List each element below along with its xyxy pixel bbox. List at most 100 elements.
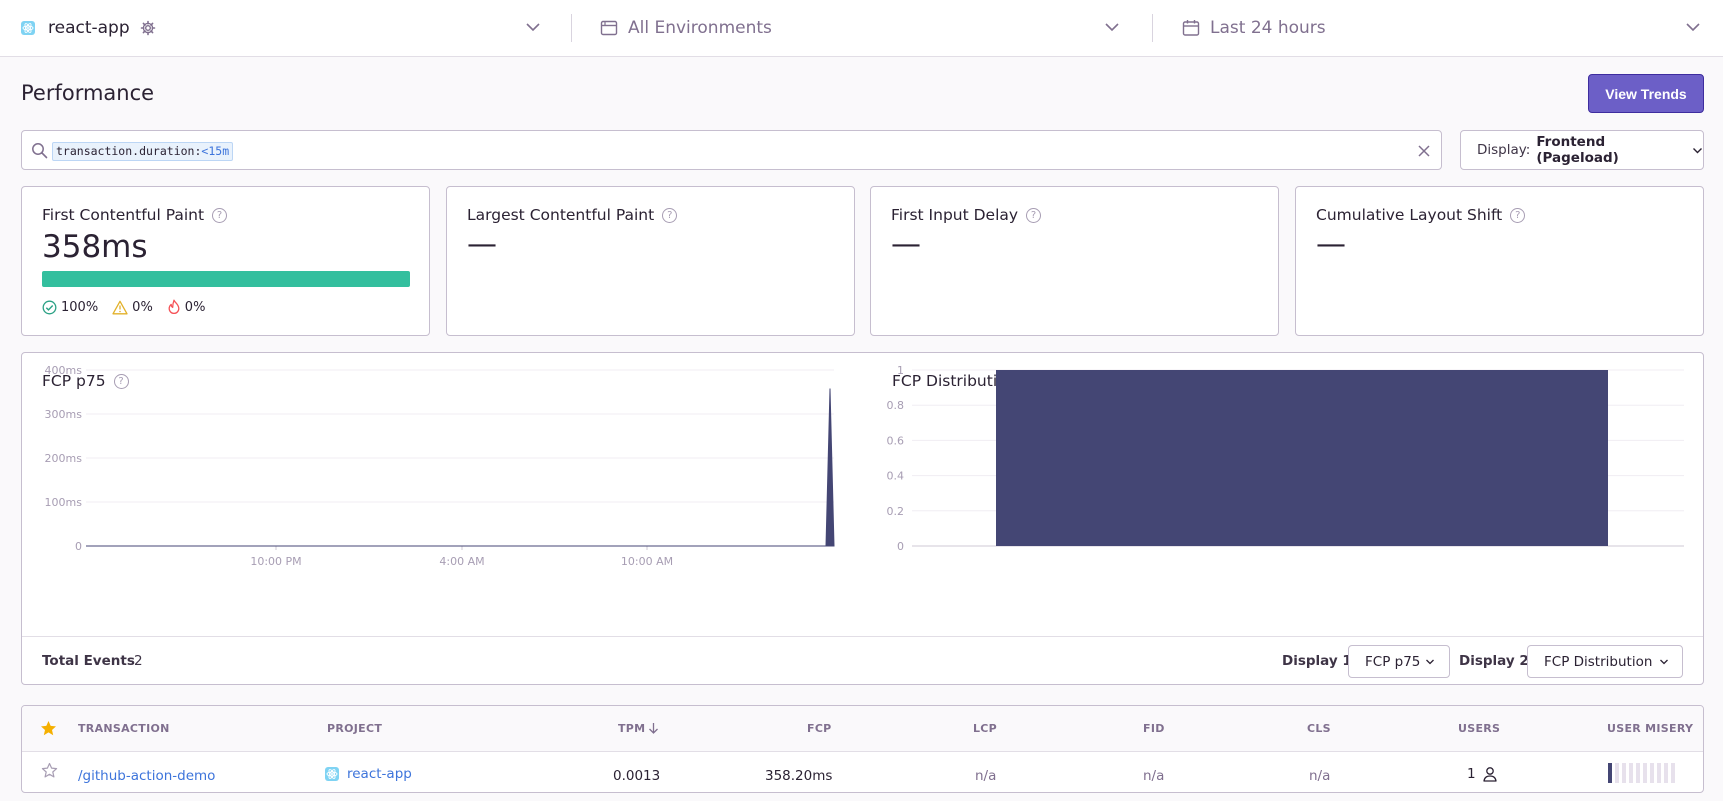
- help-icon[interactable]: ?: [1510, 207, 1526, 223]
- divider: [571, 14, 572, 42]
- y-tick-label: 400ms: [45, 364, 83, 377]
- column-header-fid[interactable]: FID: [1143, 722, 1165, 735]
- help-icon[interactable]: ?: [113, 373, 129, 389]
- users-value: 1: [1467, 766, 1476, 782]
- vital-card-fid[interactable]: First Input Delay? —: [870, 186, 1279, 336]
- display2-value: FCP Distribution: [1544, 653, 1653, 670]
- x-tick-label: 10:00 AM: [621, 555, 673, 568]
- display-dropdown-prefix: Display:: [1477, 142, 1531, 158]
- y-tick-label: 0: [897, 540, 904, 553]
- user-misery-bar: [1608, 763, 1678, 783]
- display1-label: Display 1: [1282, 653, 1352, 669]
- column-header-transaction[interactable]: TRANSACTION: [78, 722, 170, 735]
- display2-select[interactable]: FCP Distribution: [1527, 645, 1683, 678]
- vital-card-value: —: [891, 227, 921, 262]
- vital-card-title: First Input Delay?: [891, 206, 1042, 224]
- total-events-value: 2: [134, 653, 143, 669]
- project-name: react-app: [48, 18, 130, 38]
- legend-meh: 0%: [112, 300, 153, 315]
- vital-card-value: —: [1316, 227, 1346, 262]
- table-header: TRANSACTION PROJECT TPM FCP LCP FID CLS …: [22, 706, 1703, 752]
- display-dropdown[interactable]: Display: Frontend (Pageload): [1460, 130, 1704, 170]
- search-token[interactable]: transaction.duration:<15m: [52, 142, 234, 161]
- warning-icon: [112, 300, 128, 314]
- help-icon[interactable]: ?: [1026, 207, 1042, 223]
- column-header-tpm[interactable]: TPM: [618, 722, 659, 735]
- transaction-link[interactable]: /github-action-demo: [78, 768, 216, 784]
- display-dropdown-value: Frontend (Pageload): [1536, 134, 1619, 166]
- chart-title: FCP p75?: [42, 372, 129, 390]
- user-misery-segment: [1650, 763, 1654, 783]
- chevron-down-icon: [1104, 19, 1120, 39]
- search-icon: [31, 142, 48, 163]
- column-header-fcp[interactable]: FCP: [807, 722, 832, 735]
- search-token-key: transaction.duration:: [56, 144, 202, 158]
- display2-label: Display 2: [1459, 653, 1529, 669]
- close-icon[interactable]: [1417, 143, 1431, 162]
- vital-card-cls[interactable]: Cumulative Layout Shift? —: [1295, 186, 1704, 336]
- time-range-label: Last 24 hours: [1210, 18, 1326, 38]
- fcp-p75-series: [86, 388, 835, 547]
- display1-value: FCP p75: [1365, 653, 1421, 670]
- total-events-label: Total Events: [42, 653, 135, 669]
- legend-poor: 0%: [167, 299, 205, 315]
- arrow-down-icon: [649, 723, 659, 734]
- vital-card-title: Largest Contentful Paint?: [467, 206, 678, 224]
- vital-progress-fill: [42, 271, 410, 287]
- y-tick-label: 300ms: [45, 408, 83, 421]
- calendar-icon: [1182, 19, 1200, 37]
- environment-selector[interactable]: All Environments: [600, 0, 1123, 56]
- chevron-down-icon: [1692, 145, 1703, 156]
- search-token-value: 15m: [208, 144, 230, 158]
- y-tick-label: 0.2: [887, 505, 905, 518]
- user-misery-segment: [1615, 763, 1619, 783]
- help-icon[interactable]: ?: [212, 207, 228, 223]
- project-selector[interactable]: react-app: [21, 0, 541, 56]
- column-header-users[interactable]: USERS: [1458, 722, 1501, 735]
- user-icon: [1482, 767, 1497, 782]
- search-bar[interactable]: transaction.duration:<15m: [21, 130, 1442, 170]
- users-cell: 1: [1467, 766, 1498, 782]
- y-tick-label: 100ms: [45, 496, 83, 509]
- user-misery-segment: [1608, 763, 1612, 783]
- cls-value: n/a: [1309, 768, 1331, 784]
- charts-svg: 400ms 300ms 200ms 100ms 0 10:00 PM 4:00 AM 10:0…: [45, 364, 1684, 568]
- chart-footer: Total Events 2 Display 1 FCP p75 Display…: [22, 636, 1703, 685]
- divider: [1152, 14, 1153, 42]
- help-icon[interactable]: ?: [662, 207, 678, 223]
- column-header-project[interactable]: PROJECT: [327, 722, 383, 735]
- chart-panel: FCP p75? FCP Distribution? 400ms300ms200…: [21, 352, 1704, 685]
- y-tick-label: 0.8: [887, 399, 905, 412]
- fcp-distribution-bar: [996, 370, 1608, 546]
- vital-card-value: 358ms: [42, 229, 148, 265]
- y-tick-label: 200ms: [45, 452, 83, 465]
- y-tick-label: 0.6: [887, 434, 905, 447]
- check-circle-icon: [42, 300, 57, 314]
- y-tick-label: 0: [75, 540, 82, 553]
- chevron-down-icon: [1659, 657, 1669, 667]
- user-misery-segment: [1671, 763, 1675, 783]
- gear-icon[interactable]: [140, 20, 156, 36]
- transactions-table: TRANSACTION PROJECT TPM FCP LCP FID CLS …: [21, 705, 1704, 793]
- vital-card-value: —: [467, 227, 497, 262]
- react-icon: [325, 767, 339, 781]
- x-tick-label: 4:00 AM: [439, 555, 484, 568]
- window-icon: [600, 19, 618, 37]
- user-misery-segment: [1629, 763, 1633, 783]
- column-header-user-misery[interactable]: USER MISERY: [1607, 722, 1694, 735]
- view-trends-button[interactable]: View Trends: [1588, 74, 1704, 113]
- project-link[interactable]: react-app: [325, 766, 412, 782]
- vital-card-fcp[interactable]: First Contentful Paint? 358ms 100% 0% 0%: [21, 186, 430, 336]
- user-misery-segment: [1643, 763, 1647, 783]
- vital-card-lcp[interactable]: Largest Contentful Paint? —: [446, 186, 855, 336]
- chevron-down-icon: [525, 19, 541, 39]
- fcp-value: 358.20ms: [765, 768, 833, 784]
- vital-card-title: First Contentful Paint?: [42, 206, 228, 224]
- star-icon[interactable]: [41, 762, 58, 783]
- column-header-lcp[interactable]: LCP: [973, 722, 998, 735]
- column-header-cls[interactable]: CLS: [1307, 722, 1331, 735]
- display1-select[interactable]: FCP p75: [1348, 645, 1450, 678]
- global-selection-header: react-app All Environments Last 24 hours: [0, 0, 1723, 57]
- fid-value: n/a: [1143, 768, 1165, 784]
- time-range-selector[interactable]: Last 24 hours: [1182, 0, 1705, 56]
